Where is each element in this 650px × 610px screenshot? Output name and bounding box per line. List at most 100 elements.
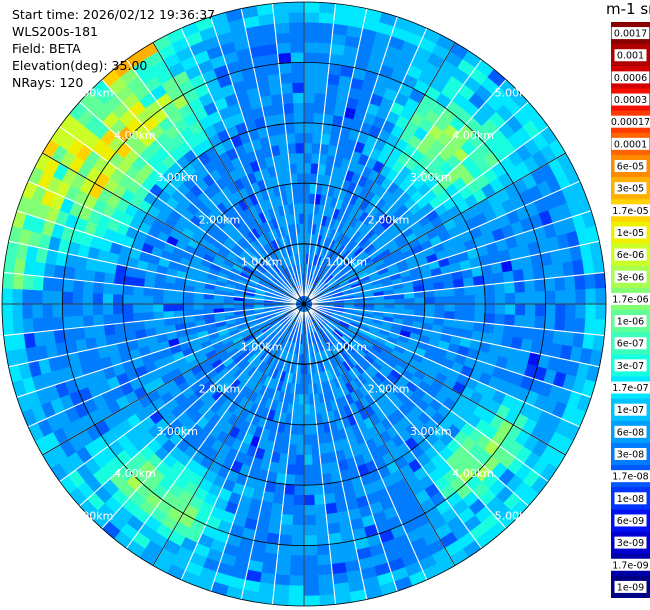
ray-bin [493,282,506,295]
ray-bin [483,283,496,295]
range-ring-label: 5.00km [495,87,537,100]
ray-bin [303,11,320,23]
colorbar-label-bg [614,425,647,438]
colorbar-label-bg [614,248,647,261]
ray-bin [502,270,515,284]
ray-gap [59,308,298,482]
ray-bin [292,82,305,94]
ray-bin [295,454,305,466]
colorbar-label-bg [611,292,650,305]
ray-bin [102,303,114,315]
nrays-text: NRays: 120 [12,75,84,90]
ray-bin [132,303,144,314]
ray-bin [303,585,320,597]
ray-bin [493,313,506,326]
ray-bin [276,554,292,566]
ray-bin [292,504,305,516]
ray-bin [472,321,485,333]
ray-bin [281,504,294,516]
ray-bin [303,404,311,415]
ray-bin [213,299,224,305]
ray-bin [62,315,74,330]
ray-gap [305,311,398,592]
ray-bin [303,162,312,174]
ray-bin [142,295,154,305]
ray-bin [294,464,305,476]
range-ring-label: 1.00km [325,256,367,269]
ray-bin [42,316,54,332]
ray-bin [404,297,415,305]
ray-bin [303,535,317,546]
ray-bin [1,287,13,305]
ray-bin [278,534,293,546]
ray-bin [295,152,305,164]
colorbar-tick-label: 3e-09 [617,538,644,549]
colorbar-unit-label: m-1 sr-1 [606,0,650,18]
ray-bin [374,299,385,305]
ray-bin [72,303,84,317]
ray-bin [289,21,305,33]
colorbar-tick-label: 0.0006 [614,73,647,84]
ray-bin [283,112,295,125]
colorbar-label-bg [611,558,650,571]
ray-bin [203,303,214,310]
ray-bin [562,261,575,277]
ray-bin [303,384,309,395]
range-ring-label: 4.00km [114,467,156,480]
ray-bin [565,289,577,305]
ray-gap [311,306,581,428]
ray-bin [103,272,116,285]
range-ring-labels: 1.00km 1.00km 1.00km 1.00km 2.00km 2.00km 2.00… [72,87,536,523]
ray-bin [162,296,174,305]
ray-bin [295,142,305,154]
ray-bin [296,434,305,446]
ray-gap [308,59,482,298]
ray-bin [279,72,293,84]
ray-bin [113,273,126,286]
ray-bin [313,112,325,125]
ray-bin [514,280,526,294]
ray-bin [259,23,276,36]
ray-bin [317,32,333,44]
ray-bin [324,502,338,515]
ray-bin [287,595,305,607]
ray-bin [299,223,305,234]
ray-bin [72,315,84,329]
ray-bin [92,292,104,305]
ray-bin [273,113,286,126]
ray-bin [330,552,346,565]
ray-bin [492,323,505,336]
ray-bin [444,295,456,305]
ray-bin [303,555,318,566]
ray-bin [414,303,426,311]
ray-bin [322,482,335,495]
ray-bin [303,524,317,536]
ray-bin [312,473,324,486]
ray-bin [314,514,328,526]
ray-bin [21,303,33,319]
ray-bin [83,269,96,283]
ray-bin [303,545,318,556]
ray-bin [313,483,325,496]
ray-bin [564,275,576,291]
ray-bin [93,270,106,284]
ray-bin [384,299,395,305]
ray-gap [311,240,600,303]
ray-gap [304,311,337,605]
range-ring-label: 1.00km [241,256,283,269]
colorbar-tick-label: 1.7e-08 [612,472,648,483]
ray-bin [316,554,332,566]
colorbar-tick-label: 6e-07 [617,339,644,350]
ray-bin [535,303,546,317]
ray-bin [320,462,331,475]
ray-gap [305,16,398,297]
ray-bin [112,283,125,295]
ray-bin [303,72,317,84]
ray-bin [424,296,436,305]
colorbar-tick-label: 6e-08 [617,427,644,438]
ray-bin [319,2,336,14]
ray-bin [585,303,597,320]
colorbar-tick-label: 0.0017 [614,29,647,40]
ray-bin [293,112,305,124]
ray-gap [310,308,549,482]
